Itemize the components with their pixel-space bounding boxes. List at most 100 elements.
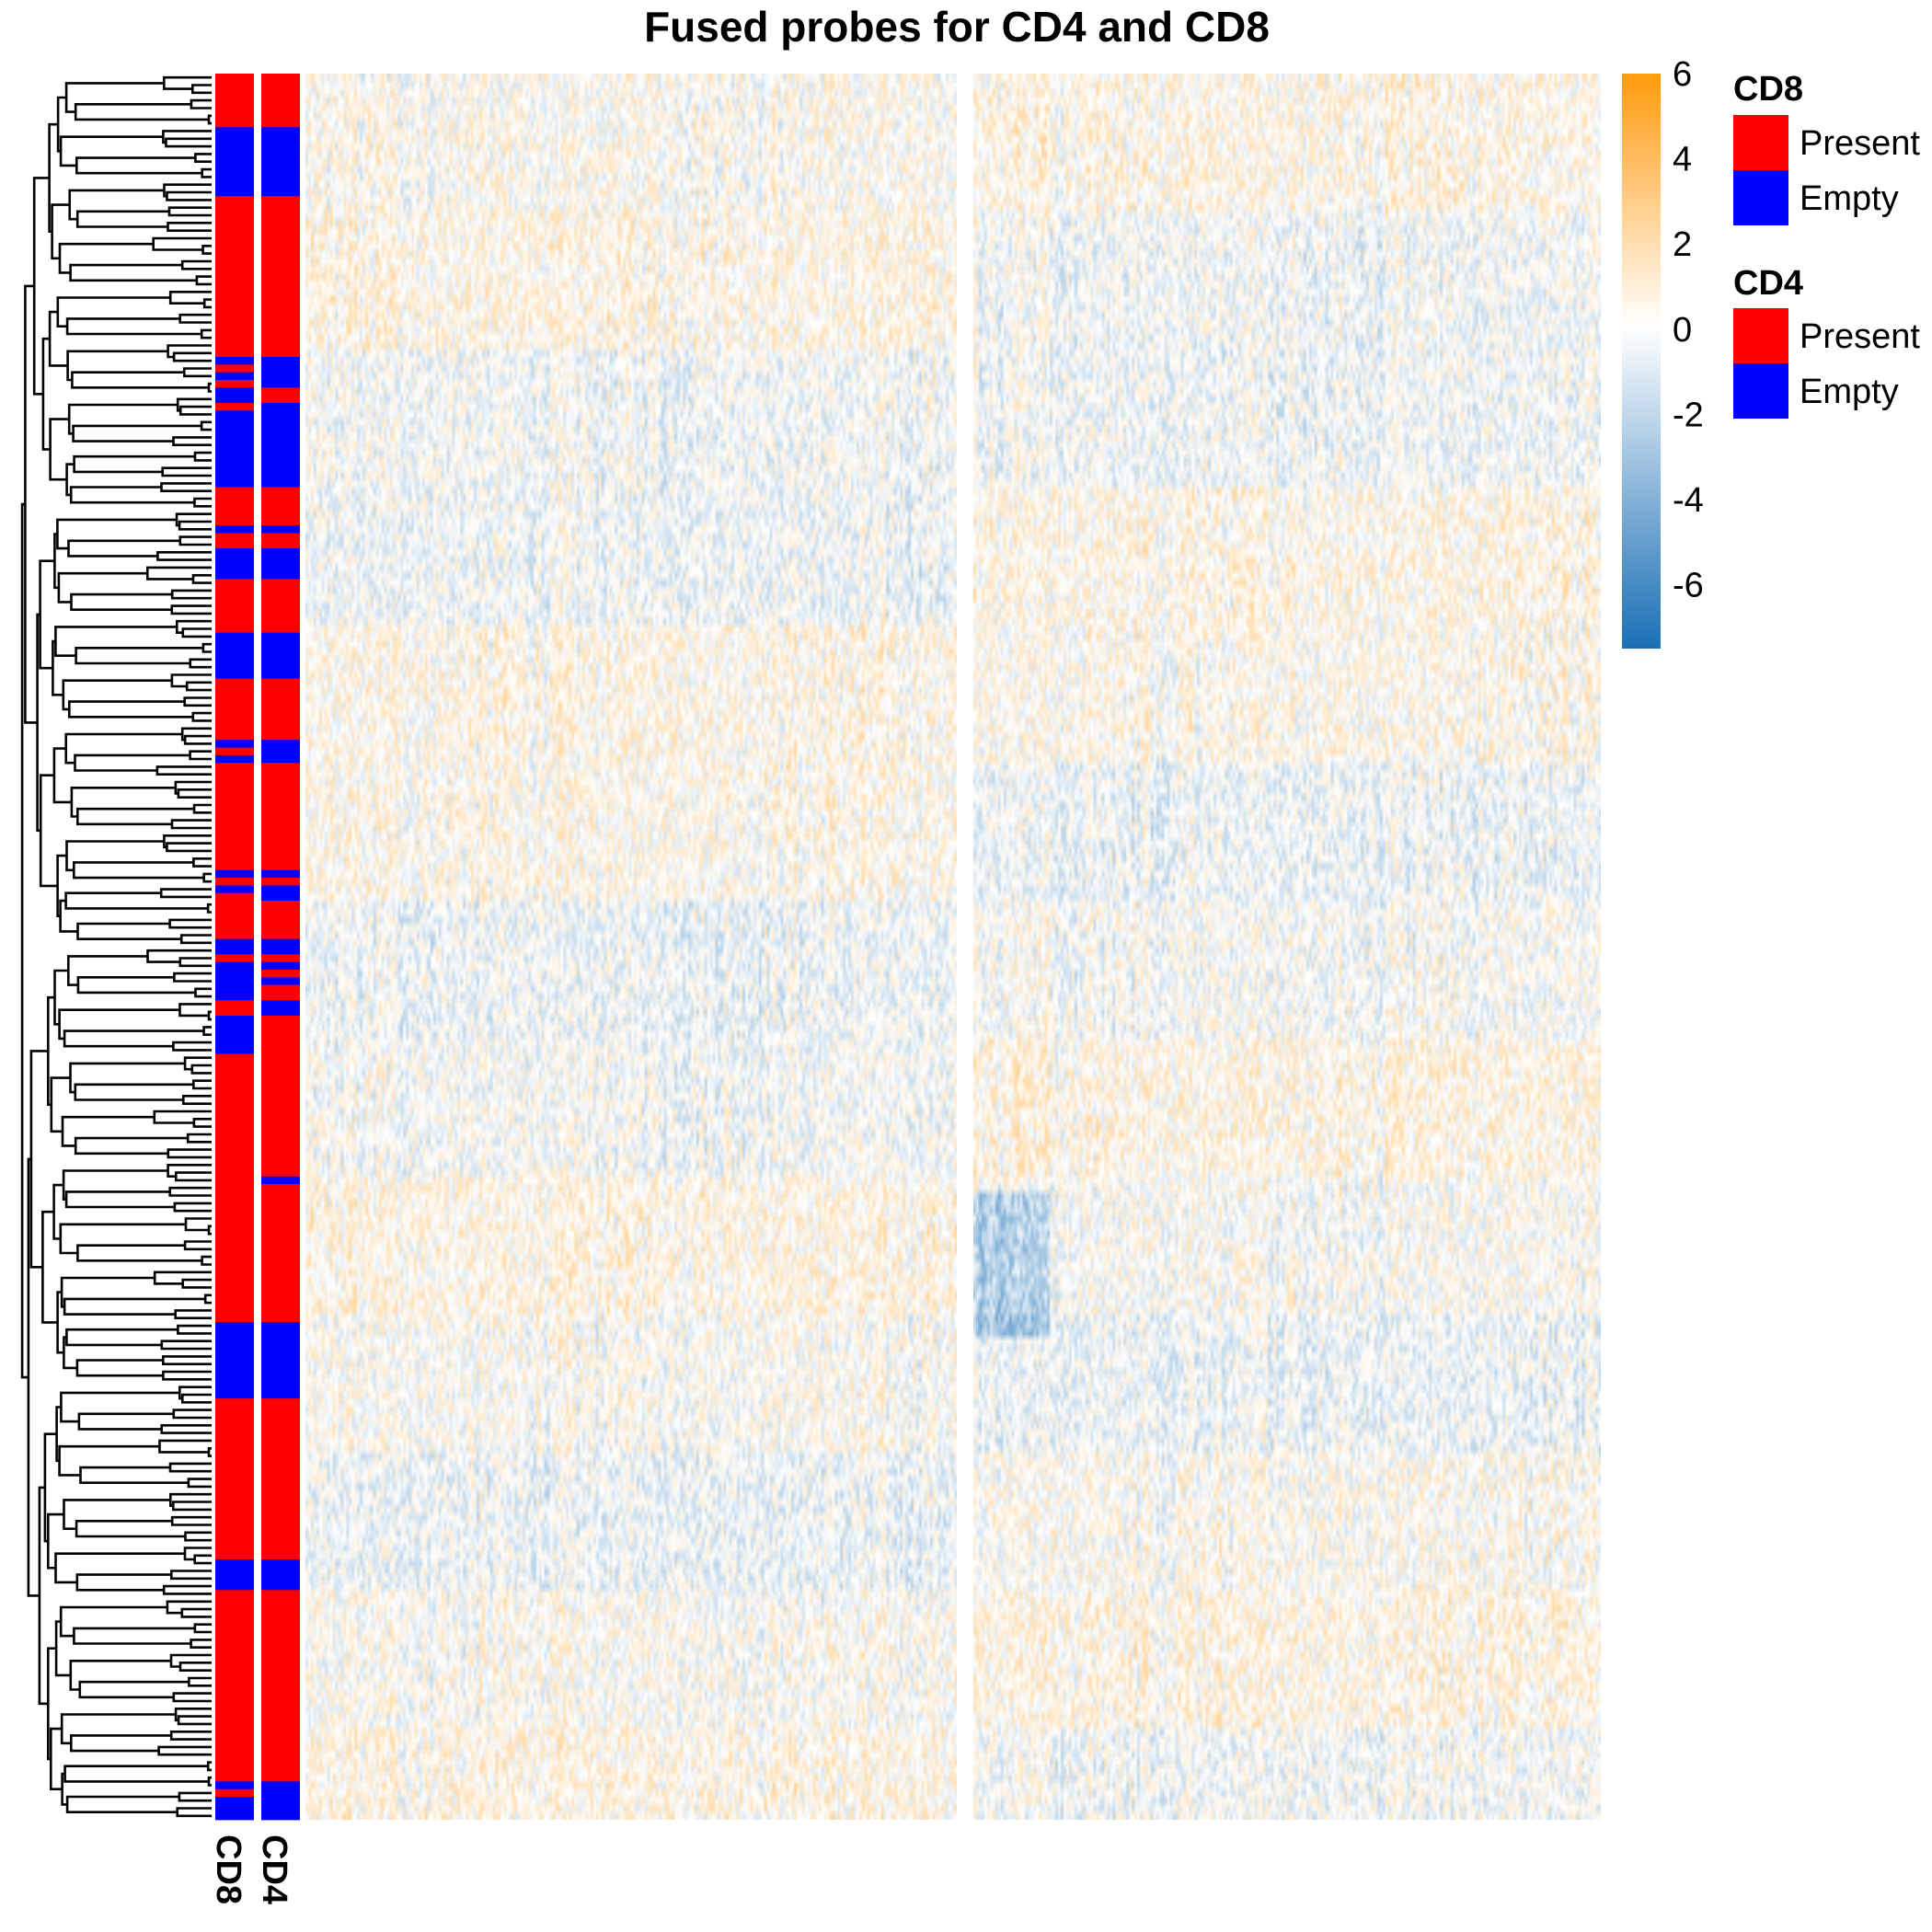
cd4-segment-7 — [261, 525, 300, 534]
cd8-segment-20 — [215, 763, 254, 871]
cd8-legend-present-swatch — [1733, 115, 1788, 170]
color-scale-tick-6: -6 — [1673, 567, 1704, 605]
cd8-segment-31 — [215, 1321, 254, 1399]
cd4-segment-28 — [261, 1184, 300, 1323]
cd4-segment-16 — [261, 878, 300, 886]
color-scale-tick-2: 2 — [1673, 225, 1692, 264]
cd8-segment-14 — [215, 579, 254, 634]
cd8-legend-empty-label: Empty — [1800, 179, 1899, 218]
cd8-segment-36 — [215, 1788, 254, 1798]
cd8-legend: CD8 Present Empty — [1733, 70, 1920, 225]
cd4-legend-title: CD4 — [1733, 264, 1803, 303]
cd4-segment-12 — [261, 678, 300, 741]
cd4-segment-20 — [261, 954, 300, 963]
cd4-annotation-column — [261, 74, 300, 1821]
cd4-segment-5 — [261, 402, 300, 488]
cd8-segment-16 — [215, 678, 254, 741]
cd4-annotation-label: CD4 — [255, 1834, 293, 1904]
color-scale-tick-5: -4 — [1673, 481, 1704, 520]
cd8-segment-6 — [215, 379, 254, 388]
cd8-segment-17 — [215, 740, 254, 748]
cd8-segment-19 — [215, 754, 254, 764]
cd4-legend-present-label: Present — [1800, 317, 1920, 356]
cd8-annotation-label: CD8 — [209, 1834, 247, 1904]
cd4-segment-25 — [261, 1000, 300, 1017]
cd8-segment-7 — [215, 387, 254, 404]
cd8-annotation-column — [215, 74, 254, 1821]
cd4-segment-14 — [261, 763, 300, 871]
cd8-segment-21 — [215, 869, 254, 879]
cd8-segment-13 — [215, 548, 254, 580]
cd4-segment-0 — [261, 74, 300, 128]
color-scale-tick-0: 6 — [1673, 55, 1692, 94]
cd4-segment-4 — [261, 387, 300, 404]
dendrogram-branches — [20, 75, 212, 1818]
cd4-segment-18 — [261, 901, 300, 940]
cd8-segment-37 — [215, 1797, 254, 1821]
cd4-segment-10 — [261, 579, 300, 634]
cd4-legend-empty-swatch — [1733, 363, 1788, 419]
cd8-legend-empty-swatch — [1733, 170, 1788, 225]
cd4-segment-6 — [261, 487, 300, 526]
cd4-segment-24 — [261, 984, 300, 1001]
chart-title: Fused probes for CD4 and CD8 — [644, 3, 1270, 51]
cd4-segment-21 — [261, 961, 300, 971]
color-scale-ticks: 6 4 2 0 -2 -4 -6 — [1673, 55, 1704, 605]
cd4-segment-17 — [261, 885, 300, 902]
cd8-segment-26 — [215, 954, 254, 963]
cd4-segment-2 — [261, 196, 300, 358]
cd4-segment-22 — [261, 969, 300, 978]
cd8-segment-12 — [215, 533, 254, 549]
cd4-segment-3 — [261, 357, 300, 388]
cd8-segment-9 — [215, 410, 254, 488]
heatmap-body-right — [973, 74, 1601, 1820]
cd4-segment-23 — [261, 977, 300, 986]
cd8-segment-1 — [215, 127, 254, 197]
cd8-segment-15 — [215, 632, 254, 680]
cd8-segment-5 — [215, 372, 254, 381]
cd8-segment-24 — [215, 892, 254, 940]
cd8-segment-0 — [215, 74, 254, 128]
cd8-segment-35 — [215, 1781, 254, 1790]
cd4-segment-11 — [261, 632, 300, 680]
cd4-segment-26 — [261, 1015, 300, 1178]
cd8-segment-29 — [215, 1015, 254, 1054]
color-scale-bar — [1622, 74, 1661, 649]
cd4-segment-1 — [261, 127, 300, 197]
cd8-segment-22 — [215, 878, 254, 886]
cd8-segment-28 — [215, 1000, 254, 1017]
cd8-segment-27 — [215, 961, 254, 1001]
cd8-segment-32 — [215, 1398, 254, 1560]
cd4-legend-empty-label: Empty — [1800, 373, 1899, 411]
color-scale-tick-3: 0 — [1673, 311, 1692, 350]
cd8-segment-2 — [215, 196, 254, 358]
cd8-segment-8 — [215, 402, 254, 411]
cd4-segment-32 — [261, 1590, 300, 1782]
cd4-segment-19 — [261, 938, 300, 955]
color-scale-tick-1: 4 — [1673, 141, 1692, 179]
cd4-segment-30 — [261, 1398, 300, 1560]
cd8-segment-33 — [215, 1558, 254, 1591]
cd8-segment-3 — [215, 357, 254, 365]
cd4-segment-27 — [261, 1176, 300, 1185]
cd8-segment-30 — [215, 1053, 254, 1323]
cd8-segment-4 — [215, 364, 254, 374]
cd4-segment-29 — [261, 1321, 300, 1399]
cd8-legend-present-label: Present — [1800, 124, 1920, 163]
color-scale-tick-4: -2 — [1673, 396, 1704, 434]
cd8-segment-34 — [215, 1590, 254, 1782]
cd8-segment-11 — [215, 525, 254, 534]
cd8-segment-23 — [215, 885, 254, 894]
cd4-segment-9 — [261, 548, 300, 580]
cd8-segment-10 — [215, 487, 254, 526]
cd4-legend-present-swatch — [1733, 308, 1788, 363]
cd8-legend-title: CD8 — [1733, 70, 1803, 109]
row-dendrogram — [20, 75, 212, 1818]
heatmap-body-left — [305, 74, 957, 1820]
cd4-segment-15 — [261, 869, 300, 879]
cd8-segment-25 — [215, 938, 254, 955]
cd4-segment-8 — [261, 533, 300, 549]
cd4-segment-33 — [261, 1781, 300, 1821]
cd4-segment-13 — [261, 740, 300, 764]
